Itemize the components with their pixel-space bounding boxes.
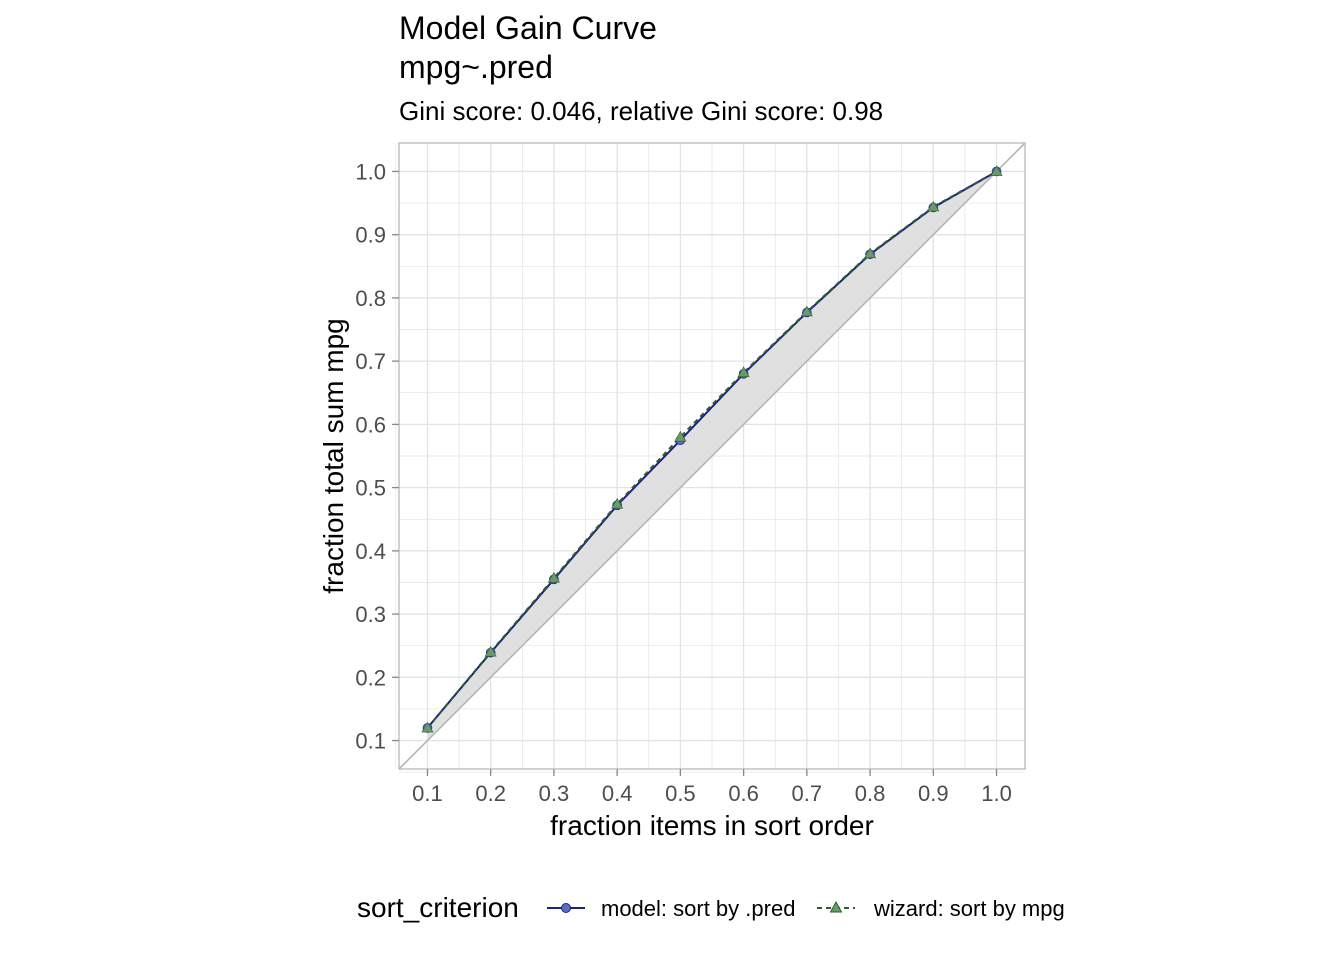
point-wizard bbox=[547, 571, 560, 583]
y-tick-label: 0.3 bbox=[355, 602, 386, 627]
point-wizard bbox=[927, 200, 940, 212]
panel-border bbox=[398, 142, 1026, 770]
series-layer bbox=[421, 165, 1003, 733]
point-wizard bbox=[484, 645, 497, 657]
y-axis-label: fraction total sum mpg bbox=[318, 318, 349, 593]
x-tick-label: 1.0 bbox=[981, 781, 1012, 806]
y-tick-label: 0.4 bbox=[355, 539, 386, 564]
x-tick-label: 0.8 bbox=[855, 781, 886, 806]
series-line-wizard bbox=[426, 170, 998, 729]
x-axis-label: fraction items in sort order bbox=[550, 810, 874, 841]
chart-subtitle: Gini score: 0.046, relative Gini score: … bbox=[399, 96, 884, 126]
point-wizard bbox=[737, 366, 750, 377]
chart-title-formula: mpg~.pred bbox=[399, 49, 553, 85]
axes: 0.1 0.2 0.3 0.4 0.5 0.6 0.7 0.8 0.9 1.0 0.1 0.2 0.3 0… bbox=[355, 159, 1011, 806]
y-tick-label: 0.7 bbox=[355, 349, 386, 374]
y-tick-label: 0.6 bbox=[355, 412, 386, 437]
y-tick-label: 1.0 bbox=[355, 159, 386, 184]
x-tick-label: 0.7 bbox=[792, 781, 823, 806]
point-wizard bbox=[421, 721, 434, 733]
x-tick-label: 0.1 bbox=[412, 781, 443, 806]
legend: sort_criterion model: sort by .pred wiza… bbox=[0, 890, 1344, 930]
x-tick-label: 0.2 bbox=[475, 781, 506, 806]
legend-key-model bbox=[547, 903, 585, 913]
y-tick-label: 0.2 bbox=[355, 665, 386, 690]
legend-title: sort_criterion bbox=[357, 892, 519, 923]
point-wizard bbox=[990, 165, 1003, 176]
legend-label-model: model: sort by .pred bbox=[601, 896, 796, 921]
point-wizard bbox=[800, 305, 813, 317]
x-tick-label: 0.3 bbox=[539, 781, 570, 806]
x-tick-label: 0.4 bbox=[602, 781, 633, 806]
x-tick-label: 0.5 bbox=[665, 781, 696, 806]
legend-label-wizard: wizard: sort by mpg bbox=[874, 896, 1065, 921]
y-tick-label: 0.8 bbox=[355, 286, 386, 311]
point-wizard bbox=[674, 430, 687, 442]
chart-title: Model Gain Curve bbox=[399, 10, 657, 46]
point-wizard bbox=[864, 247, 877, 259]
point-wizard bbox=[611, 497, 624, 509]
x-tick-label: 0.9 bbox=[918, 781, 949, 806]
gain-curve-chart: 0.1 0.2 0.3 0.4 0.5 0.6 0.7 0.8 0.9 1.0 0.1 0.2 0.3 0… bbox=[318, 142, 1026, 841]
x-tick-label: 0.6 bbox=[728, 781, 759, 806]
y-tick-label: 0.5 bbox=[355, 476, 386, 501]
diagonal-reference-line bbox=[398, 142, 1026, 770]
y-tick-label: 0.1 bbox=[355, 729, 386, 754]
legend-key-wizard bbox=[817, 900, 855, 913]
y-tick-label: 0.9 bbox=[355, 223, 386, 248]
